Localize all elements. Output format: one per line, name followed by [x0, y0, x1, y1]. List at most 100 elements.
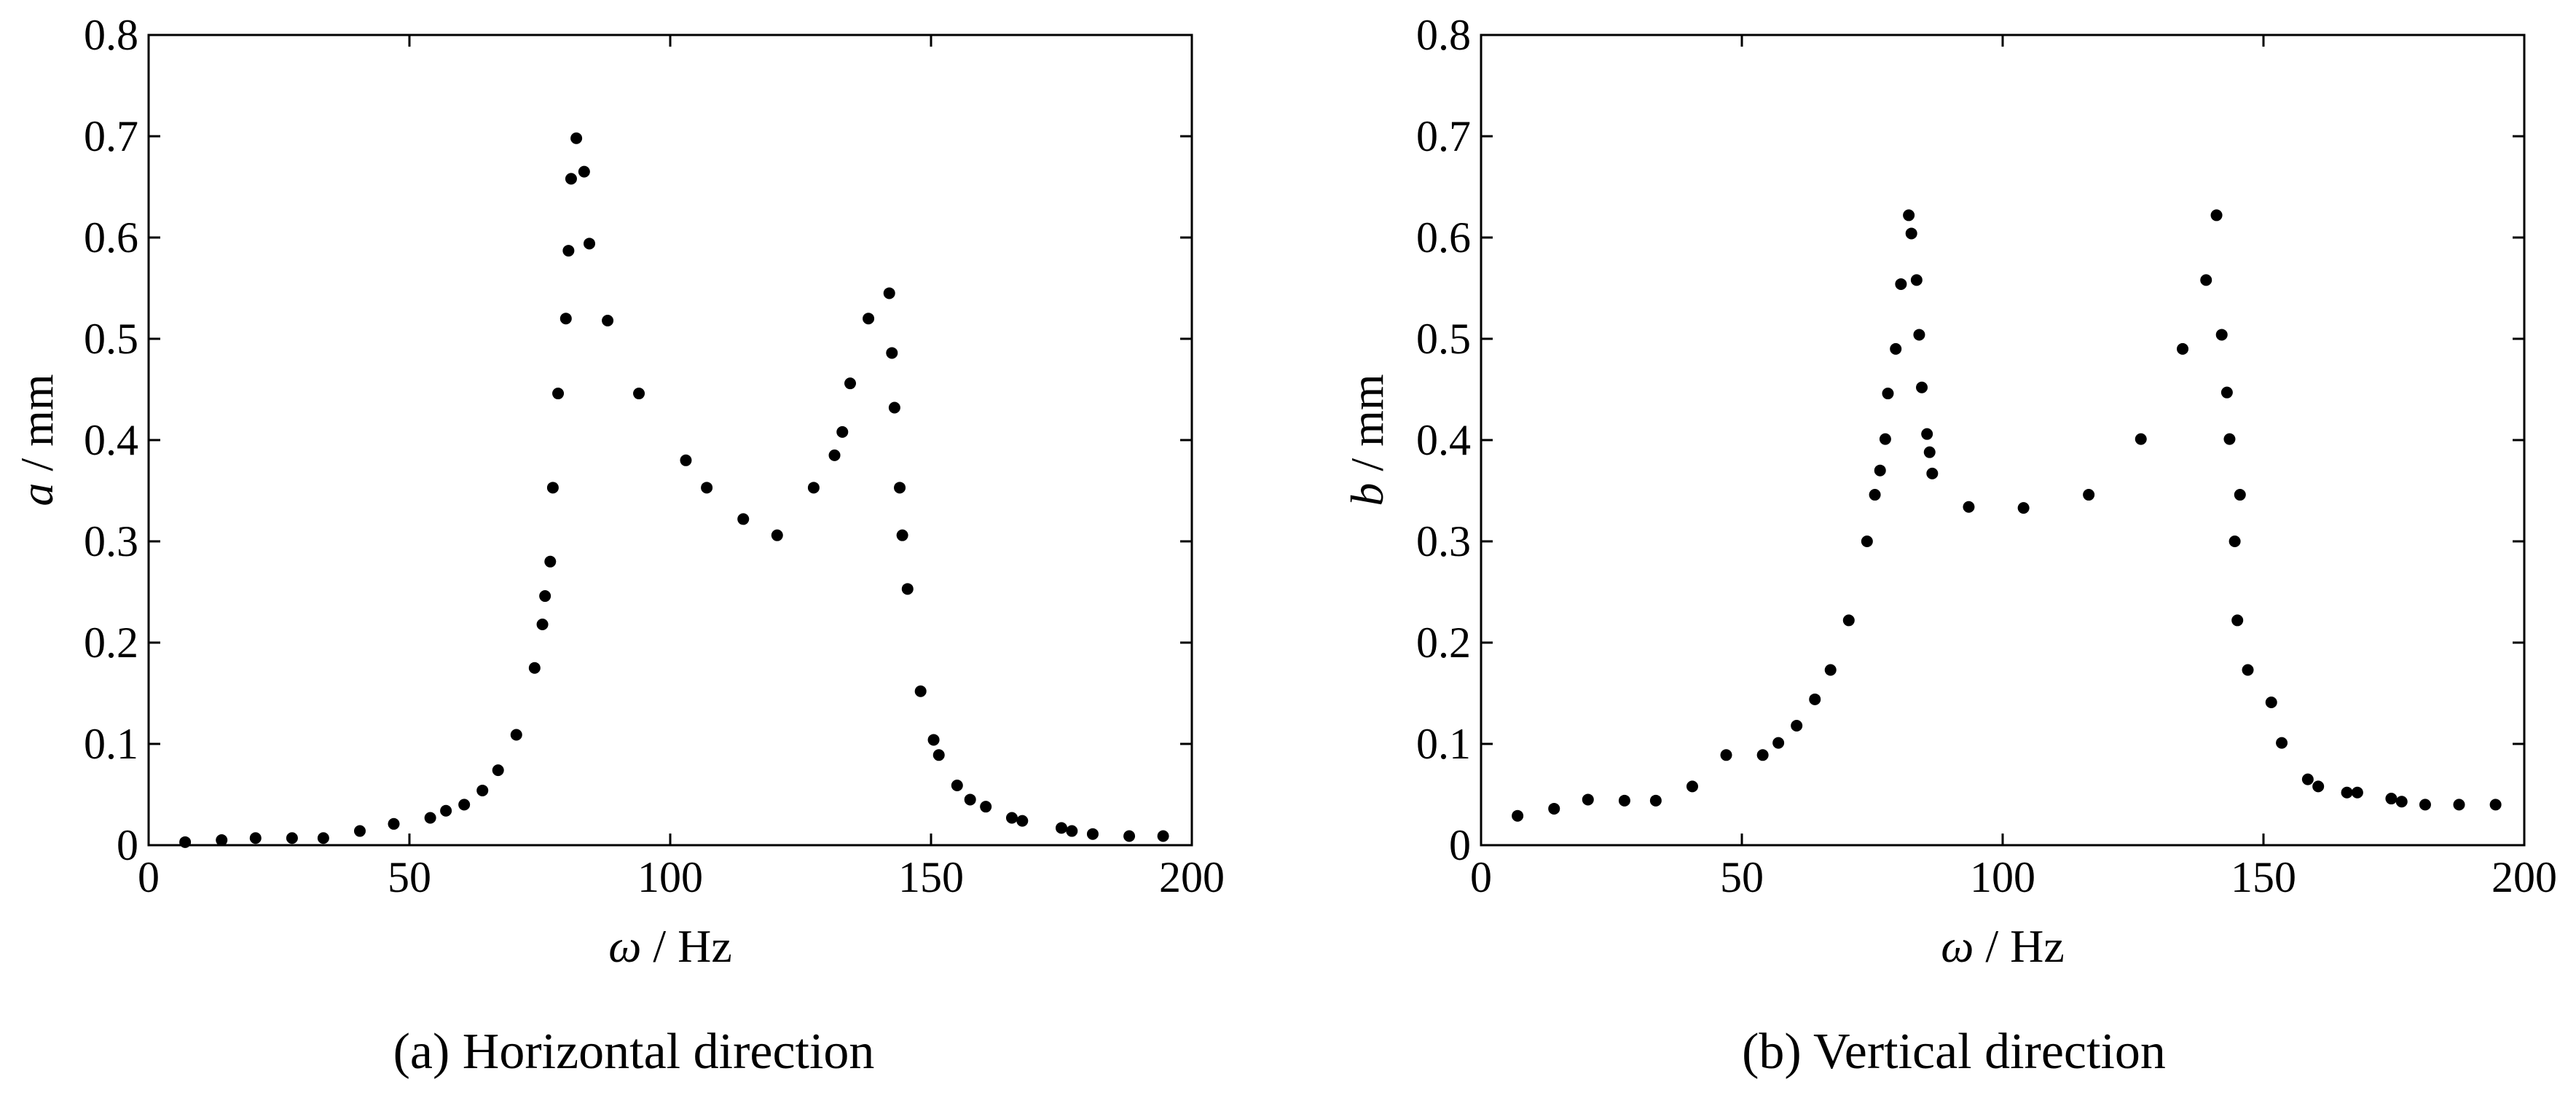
- data-point-b: [1923, 446, 1936, 458]
- x-tick-label-a: 0: [138, 853, 160, 901]
- x-axis-unit-b: / Hz: [1974, 920, 2064, 972]
- data-point-b: [2265, 697, 2277, 709]
- data-point-b: [2242, 664, 2254, 676]
- y-tick-label-b: 0.3: [1416, 517, 1471, 565]
- data-point-b: [2083, 489, 2095, 501]
- ticks-a: 0 50 100 150 200 0 0.1 0.2 0.3 0.4 0.5 0.6 0.7 0.8: [84, 11, 1225, 901]
- data-point-b: [1686, 780, 1698, 793]
- data-point-b: [1874, 464, 1886, 477]
- data-point-a: [737, 513, 750, 525]
- data-point-b: [1720, 749, 1732, 761]
- data-point-b: [1548, 802, 1560, 815]
- data-point-b: [2419, 799, 2431, 811]
- data-point-b: [1926, 467, 1939, 479]
- data-point-b: [1879, 433, 1891, 445]
- data-point-a: [771, 529, 783, 541]
- data-point-b: [2177, 342, 2189, 355]
- data-point-a: [216, 834, 228, 847]
- data-point-a: [602, 314, 614, 326]
- data-point-b: [1809, 693, 1821, 705]
- data-point-a: [951, 779, 963, 791]
- data-point-b: [1824, 664, 1837, 676]
- data-point-b: [1842, 614, 1855, 627]
- data-point-a: [828, 449, 841, 461]
- y-axis-label-a: a / mm: [11, 374, 63, 506]
- data-point-a: [844, 377, 857, 390]
- data-points-a: [179, 132, 1169, 848]
- data-point-a: [1086, 828, 1099, 840]
- data-point-a: [932, 749, 945, 761]
- chart-panel-horizontal: 0 50 100 150 200 0 0.1 0.2 0.3 0.4 0.5 0.6 0.7 0.8 ω …: [11, 11, 1225, 1080]
- data-point-b: [1582, 793, 1594, 806]
- data-point-b: [2312, 780, 2325, 793]
- data-points-b: [1512, 209, 2502, 822]
- x-tick-label-b: 0: [1470, 853, 1492, 901]
- data-point-b: [1913, 329, 1925, 341]
- data-point-b: [1618, 794, 1630, 807]
- y-tick-label-a: 0.1: [84, 720, 138, 768]
- data-point-a: [562, 245, 575, 257]
- data-point-a: [894, 482, 906, 494]
- data-point-b: [1903, 209, 1915, 221]
- chart-panel-vertical: 0 50 100 150 200 0 0.1 0.2 0.3 0.4 0.5 0.6 0.7 0.8 ω …: [1341, 11, 2557, 1080]
- y-tick-label-a: 0.5: [84, 315, 138, 363]
- x-tick-label-b: 50: [1720, 853, 1764, 901]
- data-point-a: [544, 555, 557, 568]
- y-tick-label-b: 0.1: [1416, 720, 1471, 768]
- plot-frame-a: [147, 34, 1193, 847]
- data-point-b: [2301, 773, 2314, 785]
- y-tick-label-a: 0.8: [84, 11, 138, 59]
- data-point-b: [1882, 388, 1894, 400]
- data-point-b: [2223, 433, 2236, 445]
- data-point-b: [1512, 809, 1524, 822]
- y-axis-symbol-b: b: [1341, 483, 1393, 506]
- caption-a: (a) Horizontal direction: [393, 1024, 875, 1080]
- data-point-a: [353, 825, 366, 837]
- x-axis-unit-a: / Hz: [641, 920, 731, 972]
- data-point-a: [528, 662, 541, 674]
- x-axis-symbol-a: ω: [608, 920, 641, 972]
- data-point-a: [536, 618, 549, 630]
- data-point-b: [2229, 536, 2241, 547]
- data-point-b: [1921, 428, 1933, 440]
- data-point-b: [1910, 274, 1923, 286]
- data-point-b: [1895, 278, 1907, 290]
- data-point-a: [476, 784, 489, 796]
- data-point-b: [2395, 796, 2408, 808]
- data-point-a: [836, 426, 849, 438]
- y-tick-label-a: 0.3: [84, 517, 138, 565]
- data-point-a: [510, 729, 522, 741]
- data-point-a: [570, 132, 583, 144]
- y-axis-unit-a: / mm: [11, 374, 63, 482]
- data-point-b: [1791, 719, 1803, 732]
- data-point-b: [2220, 386, 2233, 399]
- x-axis-label-b: ω / Hz: [1941, 920, 2065, 972]
- data-point-a: [578, 165, 590, 178]
- y-axis-unit-b: / mm: [1341, 374, 1393, 482]
- data-point-b: [1772, 737, 1785, 749]
- data-point-a: [1016, 815, 1029, 827]
- y-tick-label-b: 0.7: [1416, 112, 1471, 160]
- data-point-b: [2385, 793, 2398, 805]
- plot-frame-b: [1480, 34, 2526, 847]
- data-point-a: [964, 793, 976, 806]
- y-tick-label-a: 0.2: [84, 619, 138, 667]
- data-point-b: [2351, 786, 2363, 799]
- data-point-a: [552, 388, 565, 400]
- data-point-a: [492, 764, 504, 777]
- data-point-a: [388, 817, 400, 830]
- data-point-a: [249, 832, 262, 844]
- data-point-a: [317, 832, 329, 844]
- x-tick-label-b: 200: [2491, 853, 2557, 901]
- data-point-b: [1756, 749, 1769, 761]
- data-point-b: [2489, 799, 2502, 811]
- data-point-a: [440, 804, 452, 817]
- caption-b: (b) Vertical direction: [1742, 1024, 2166, 1080]
- data-point-a: [901, 583, 914, 595]
- y-tick-label-a: 0.6: [84, 213, 138, 262]
- data-point-a: [1005, 812, 1018, 824]
- data-point-a: [1066, 825, 1078, 837]
- y-axis-symbol-a: a: [11, 483, 63, 506]
- data-point-b: [2234, 489, 2246, 501]
- y-tick-label-b: 0.6: [1416, 213, 1471, 262]
